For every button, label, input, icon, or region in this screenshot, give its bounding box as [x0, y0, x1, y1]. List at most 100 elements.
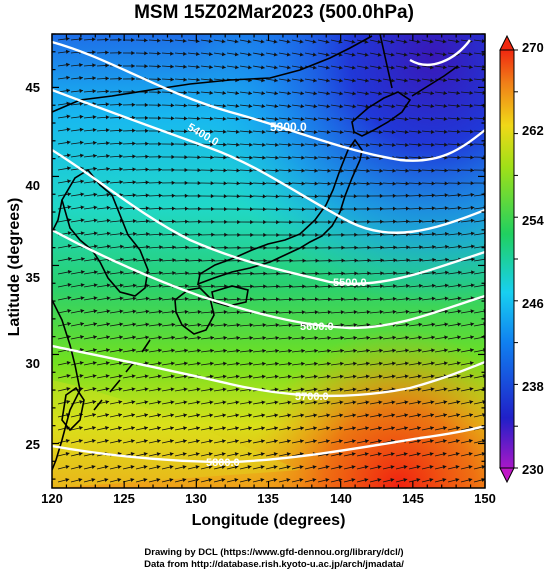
wind-arrow-head [276, 232, 280, 238]
wind-arrow-head [198, 232, 202, 237]
wind-arrow-head [429, 452, 434, 457]
wind-arrow-head [145, 296, 150, 301]
wind-arrow-head [106, 231, 111, 236]
wind-arrow-head [237, 271, 241, 276]
wind-arrow-head [457, 168, 461, 173]
wind-arrow-head [418, 142, 422, 147]
wind-arrow-head [328, 284, 332, 289]
wind-arrow-head [260, 478, 265, 483]
wind-arrow-head [300, 387, 305, 392]
wind-arrow-head [65, 438, 70, 443]
wind-arrow-head [431, 335, 435, 340]
wind-arrow-head [340, 335, 345, 340]
wind-arrow-head [262, 310, 267, 315]
wind-arrow-head [456, 90, 461, 96]
wind-arrow-head [156, 478, 161, 483]
wind-arrow-head [314, 297, 319, 302]
wind-arrow-head [118, 128, 123, 133]
wind-arrow-head [263, 220, 267, 225]
wind-arrow-head [288, 310, 293, 315]
wind-arrow-head [169, 478, 174, 483]
wind-arrow-head [171, 296, 176, 301]
wind-arrow-head [458, 244, 462, 249]
wind-arrow-head [391, 413, 396, 418]
wind-arrow-head [170, 426, 174, 431]
wind-arrow-head [470, 192, 475, 197]
wind-arrow-head [377, 52, 382, 57]
wind-arrow-head [456, 361, 461, 366]
wind-arrow-head [286, 439, 291, 444]
wind-arrow-head [185, 232, 189, 237]
wind-arrow-head [250, 284, 254, 289]
wind-arrow-head [183, 103, 188, 108]
wind-arrow-head [223, 194, 228, 199]
wind-arrow-head [378, 91, 382, 96]
colorbar-tick-label: 254 [522, 213, 544, 228]
wind-arrow-head [172, 258, 176, 263]
wind-arrow-head [353, 155, 357, 160]
wind-arrow-head [262, 297, 267, 302]
wind-arrow-head [352, 426, 356, 431]
wind-arrow-head [184, 167, 188, 173]
wind-arrow-head [390, 39, 395, 44]
wind-arrow-head [325, 439, 330, 444]
wind-arrow-head [260, 465, 265, 470]
wind-arrow-head [367, 258, 371, 263]
wind-arrow-head [315, 271, 319, 276]
wind-arrow-head [365, 78, 369, 83]
wind-arrow-head [416, 39, 421, 44]
wind-arrow-head [222, 387, 227, 392]
wind-arrow-head [185, 271, 189, 276]
wind-arrow-head [209, 64, 213, 70]
wind-arrow-head [223, 168, 227, 173]
wind-arrow-head [339, 78, 343, 83]
wind-arrow-head [234, 52, 239, 57]
wind-arrow-head [377, 465, 382, 470]
wind-arrow-head [301, 323, 306, 328]
wind-arrow-head [146, 257, 150, 262]
wind-arrow-head [288, 323, 293, 328]
wind-arrow-head [328, 258, 332, 263]
x-tick-label: 150 [474, 491, 496, 506]
wind-arrow-head [170, 387, 175, 392]
wind-arrow-head [235, 91, 240, 96]
wind-arrow-head [198, 245, 202, 250]
wind-arrow-head [313, 104, 318, 109]
wind-arrow-head [131, 413, 136, 418]
wind-arrow-head [132, 154, 136, 159]
wind-arrow-head [288, 207, 293, 212]
russia-coast [52, 35, 373, 113]
wind-arrow-head [210, 348, 214, 353]
wind-arrow-head [338, 465, 343, 470]
wind-arrow-head [263, 232, 267, 238]
wind-arrow-head [469, 387, 474, 392]
wind-arrow-head [104, 465, 109, 470]
wind-arrow-head [145, 335, 149, 340]
wind-arrow-head [210, 335, 215, 340]
wind-arrow-head [326, 104, 331, 109]
wind-arrow-head [92, 387, 97, 392]
wind-arrow-head [169, 465, 174, 470]
wind-arrow-head [133, 270, 137, 275]
wind-arrow-head [247, 439, 252, 444]
wind-arrow-head [91, 465, 96, 470]
wind-arrow-head [444, 155, 448, 160]
wind-arrow-head [365, 374, 370, 379]
wind-arrow-shaft [473, 284, 485, 288]
wind-arrow-head [171, 180, 176, 185]
wind-arrow-head [118, 89, 123, 94]
wind-arrow-head [470, 335, 474, 340]
chart-title: MSM 15Z02Mar2023 (500.0hPa) [134, 2, 414, 23]
wind-arrow-head [198, 219, 202, 224]
wind-arrow-head [182, 439, 187, 444]
wind-arrow-head [378, 400, 383, 405]
wind-arrow-head [249, 348, 253, 353]
taiwan-coast [61, 386, 85, 432]
wind-arrow-head [442, 465, 447, 470]
wind-arrow-head [118, 361, 123, 366]
x-axis-label: Longitude (degrees) [191, 512, 346, 529]
wind-arrow-head [315, 220, 319, 225]
wind-arrow-head [339, 104, 344, 109]
x-tick-label: 125 [113, 491, 135, 506]
